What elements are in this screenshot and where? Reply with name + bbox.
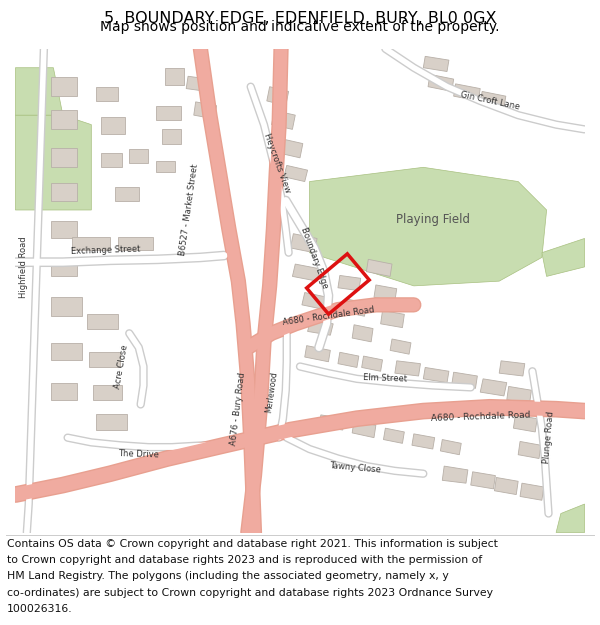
- Polygon shape: [480, 379, 507, 396]
- Text: 5, BOUNDARY EDGE, EDENFIELD, BURY, BL0 0GX: 5, BOUNDARY EDGE, EDENFIELD, BURY, BL0 0…: [104, 11, 496, 26]
- Polygon shape: [452, 372, 478, 388]
- Polygon shape: [156, 106, 181, 120]
- Polygon shape: [518, 441, 541, 459]
- Text: The Drive: The Drive: [118, 449, 160, 459]
- Text: Merlewood: Merlewood: [264, 371, 279, 413]
- Polygon shape: [471, 472, 496, 489]
- Polygon shape: [73, 236, 110, 250]
- Polygon shape: [272, 111, 295, 129]
- Polygon shape: [352, 421, 376, 437]
- Text: Elm Street: Elm Street: [363, 372, 407, 383]
- Polygon shape: [16, 68, 63, 115]
- Polygon shape: [166, 68, 184, 85]
- Polygon shape: [440, 439, 461, 455]
- Text: Gin Croft Lane: Gin Croft Lane: [459, 90, 520, 112]
- Polygon shape: [194, 102, 217, 119]
- Polygon shape: [454, 84, 480, 101]
- Polygon shape: [52, 78, 77, 96]
- Polygon shape: [52, 221, 77, 239]
- Polygon shape: [86, 314, 118, 329]
- Polygon shape: [52, 184, 77, 201]
- Polygon shape: [52, 298, 82, 316]
- Polygon shape: [93, 386, 122, 400]
- Polygon shape: [186, 76, 209, 91]
- Polygon shape: [101, 117, 125, 134]
- Polygon shape: [367, 259, 392, 276]
- Text: Tawny Close: Tawny Close: [329, 461, 381, 475]
- Polygon shape: [310, 168, 547, 286]
- Polygon shape: [542, 239, 584, 276]
- Polygon shape: [279, 139, 303, 158]
- Polygon shape: [96, 414, 127, 430]
- Text: A680 - Rochdale Road: A680 - Rochdale Road: [430, 411, 530, 423]
- Polygon shape: [284, 166, 308, 181]
- Polygon shape: [424, 368, 449, 382]
- Text: HM Land Registry. The polygons (including the associated geometry, namely x, y: HM Land Registry. The polygons (includin…: [7, 571, 449, 581]
- Polygon shape: [52, 259, 77, 276]
- Polygon shape: [346, 299, 367, 316]
- Polygon shape: [118, 236, 153, 250]
- Polygon shape: [520, 483, 544, 500]
- Text: Boundary Edge: Boundary Edge: [299, 226, 329, 289]
- Polygon shape: [16, 115, 91, 210]
- Text: Playing Field: Playing Field: [396, 213, 470, 226]
- Text: Plunge Road: Plunge Road: [542, 411, 555, 464]
- Polygon shape: [305, 346, 331, 362]
- Polygon shape: [96, 87, 118, 101]
- Text: A680 - Rochdale Road: A680 - Rochdale Road: [282, 306, 375, 327]
- Polygon shape: [52, 382, 77, 400]
- Text: co-ordinates) are subject to Crown copyright and database rights 2023 Ordnance S: co-ordinates) are subject to Crown copyr…: [7, 588, 493, 598]
- Polygon shape: [52, 111, 77, 129]
- Text: to Crown copyright and database rights 2023 and is reproduced with the permissio: to Crown copyright and database rights 2…: [7, 555, 482, 565]
- Polygon shape: [52, 342, 82, 360]
- Polygon shape: [308, 320, 333, 335]
- Polygon shape: [163, 129, 181, 144]
- Text: Highfield Road: Highfield Road: [19, 236, 28, 298]
- Polygon shape: [514, 415, 537, 432]
- Polygon shape: [494, 478, 518, 494]
- Text: Map shows position and indicative extent of the property.: Map shows position and indicative extent…: [100, 20, 500, 34]
- Polygon shape: [424, 56, 449, 71]
- Polygon shape: [129, 149, 148, 162]
- Polygon shape: [507, 386, 532, 404]
- Polygon shape: [383, 428, 404, 443]
- Polygon shape: [338, 352, 359, 367]
- Text: B6527 - Market Street: B6527 - Market Street: [178, 164, 200, 256]
- Polygon shape: [556, 504, 584, 532]
- Polygon shape: [374, 285, 397, 301]
- Polygon shape: [395, 361, 421, 376]
- Text: Contains OS data © Crown copyright and database right 2021. This information is : Contains OS data © Crown copyright and d…: [7, 539, 498, 549]
- Polygon shape: [380, 311, 404, 328]
- Text: Exchange Street: Exchange Street: [71, 245, 140, 256]
- Text: Acre Close: Acre Close: [113, 344, 130, 389]
- Polygon shape: [89, 352, 120, 366]
- Polygon shape: [290, 234, 317, 253]
- Polygon shape: [319, 415, 344, 430]
- Polygon shape: [156, 161, 175, 172]
- Polygon shape: [292, 264, 320, 281]
- Polygon shape: [52, 148, 77, 168]
- Polygon shape: [267, 87, 289, 106]
- Polygon shape: [499, 361, 525, 376]
- Text: 100026316.: 100026316.: [7, 604, 73, 614]
- Polygon shape: [352, 325, 373, 342]
- Polygon shape: [302, 292, 328, 309]
- Polygon shape: [338, 276, 361, 291]
- Text: A676 - Bury Road: A676 - Bury Road: [229, 372, 247, 446]
- Text: Heycrofts View: Heycrofts View: [262, 131, 292, 194]
- Polygon shape: [101, 153, 122, 168]
- Polygon shape: [428, 74, 454, 91]
- Polygon shape: [390, 339, 411, 354]
- Polygon shape: [362, 356, 383, 371]
- Polygon shape: [115, 188, 139, 201]
- Polygon shape: [412, 434, 434, 449]
- Polygon shape: [442, 466, 468, 483]
- Polygon shape: [480, 91, 506, 108]
